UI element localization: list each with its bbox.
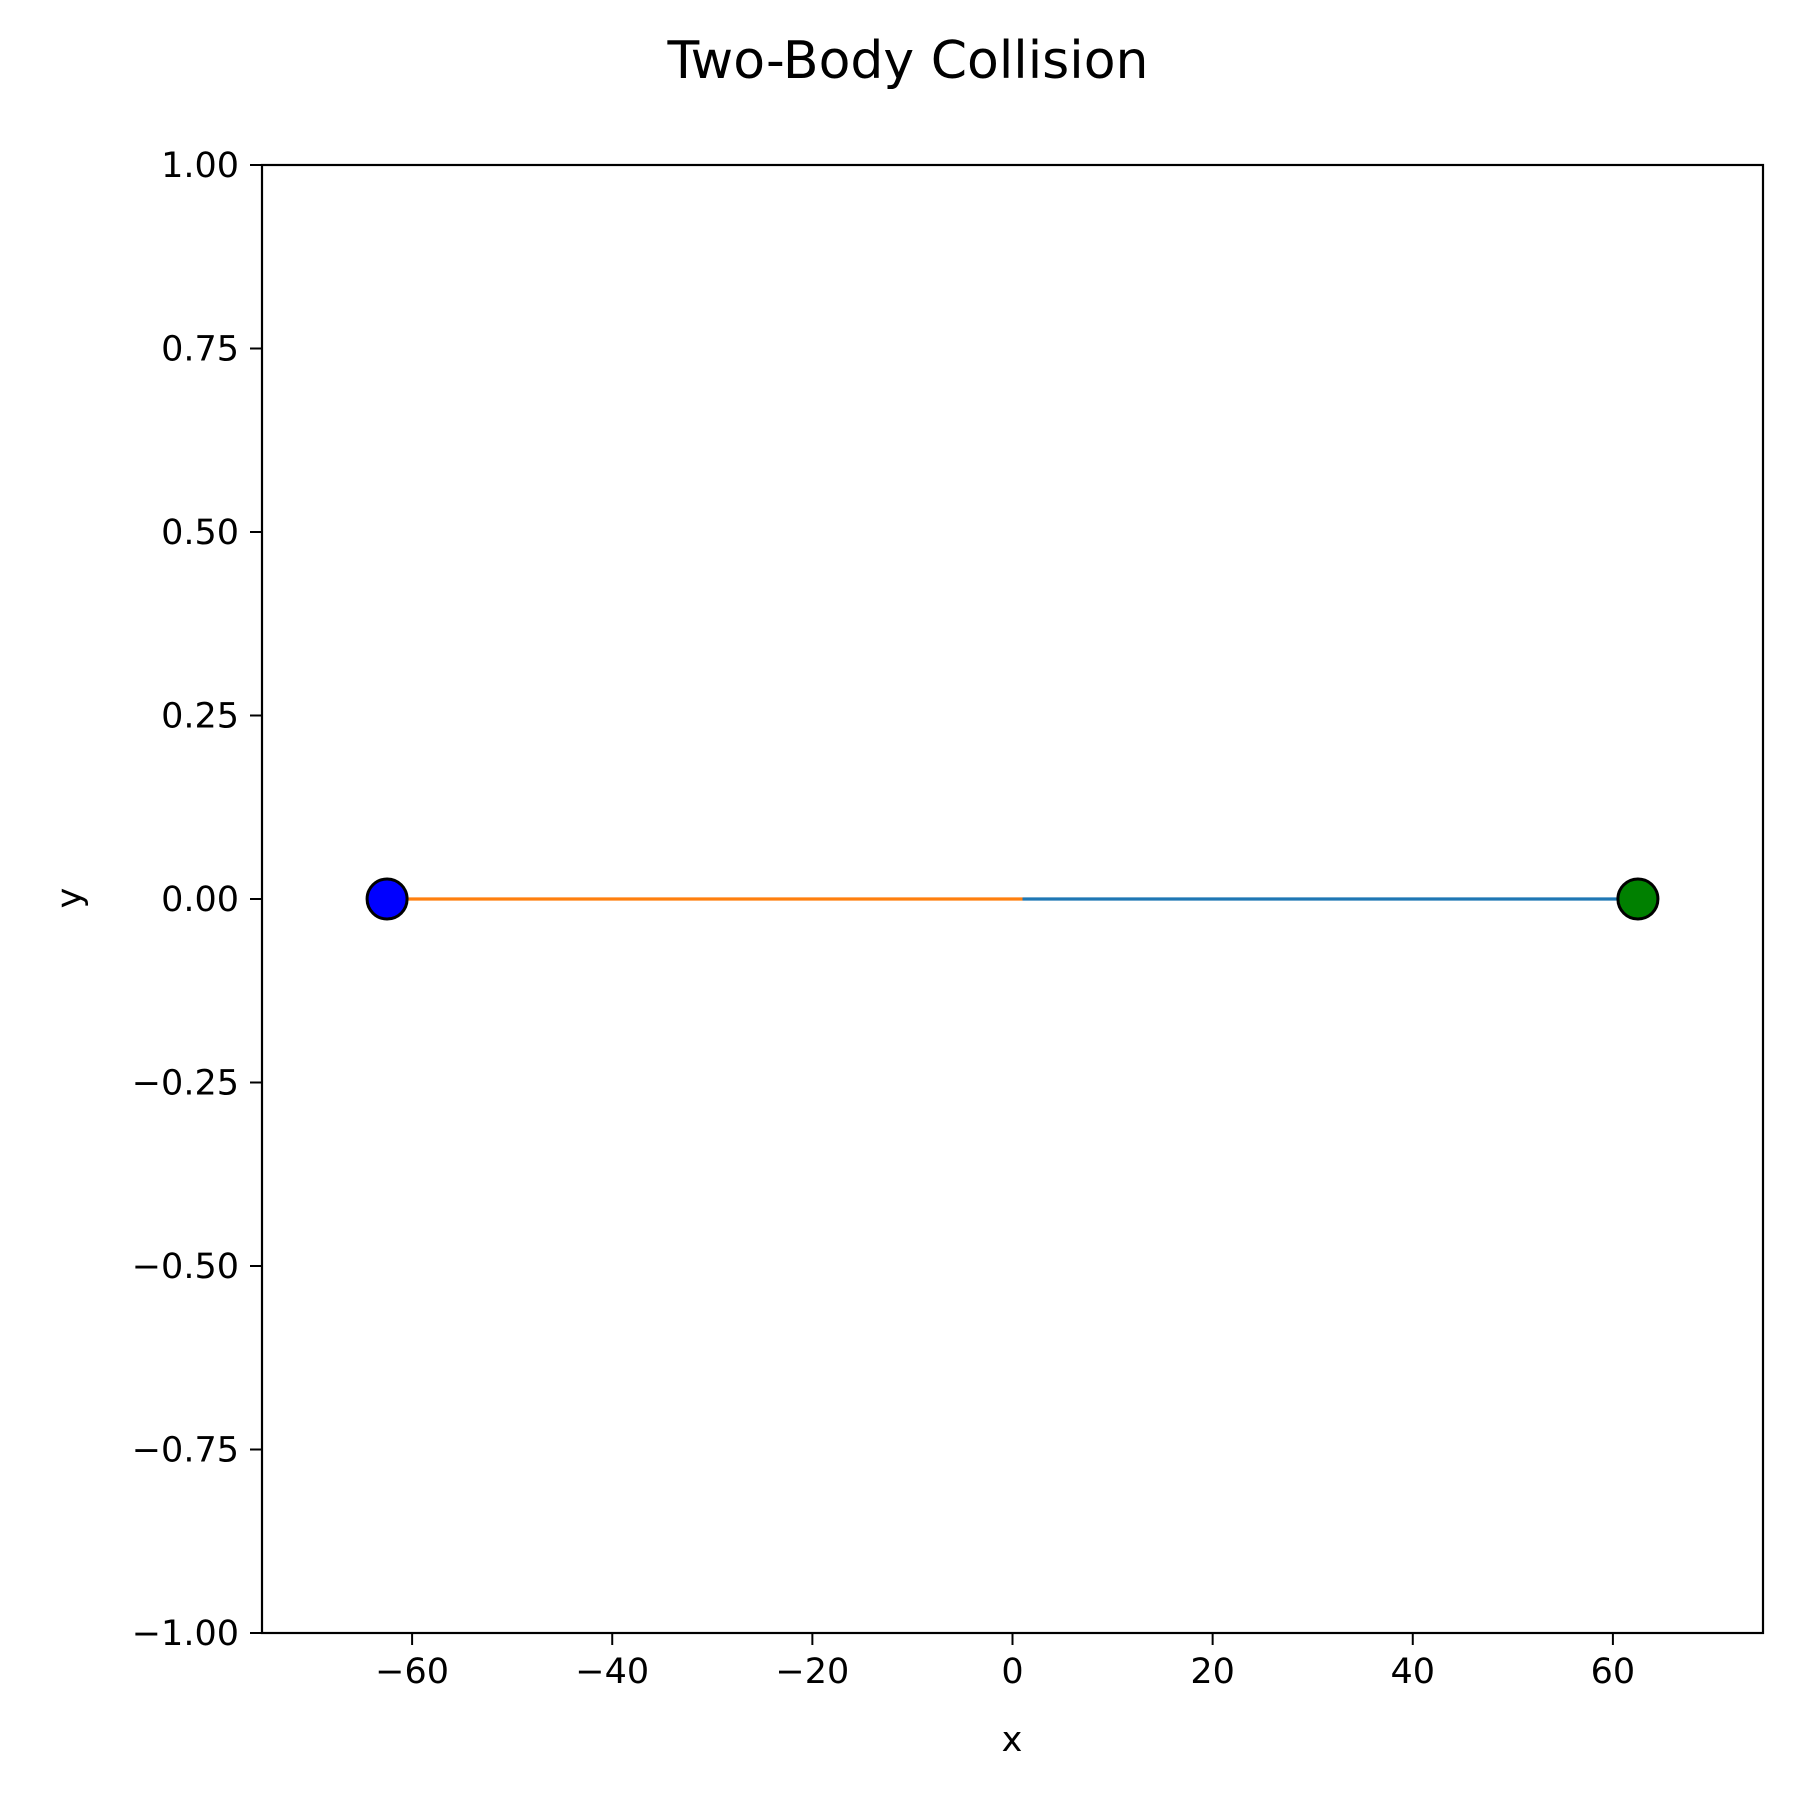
y-tick-label: −0.75 xyxy=(132,1431,239,1471)
y-tick-label: 0.75 xyxy=(161,330,239,370)
x-tick-label: −60 xyxy=(375,1652,449,1692)
x-tick-label: 40 xyxy=(1390,1652,1435,1692)
x-tick-label: 20 xyxy=(1190,1652,1235,1692)
x-axis-label: x xyxy=(1002,1720,1023,1760)
y-tick-label: 0.00 xyxy=(161,880,239,920)
body-marker-1 xyxy=(365,877,409,921)
chart-title: Two-Body Collision xyxy=(667,31,1149,91)
y-tick-label: 1.00 xyxy=(161,146,239,186)
y-tick-label: 0.50 xyxy=(161,513,239,553)
x-tick-label: 60 xyxy=(1591,1652,1636,1692)
y-tick-label: 0.25 xyxy=(161,697,239,737)
plot-area: −60 −40 −20 0 20 40 60 1.00 0.75 0.50 0.25 0.00 −0.2… xyxy=(132,146,1765,1692)
x-tick-label: 0 xyxy=(1001,1652,1023,1692)
x-tick-label: −40 xyxy=(575,1652,649,1692)
y-tick-label: −1.00 xyxy=(132,1614,239,1654)
body-marker-2 xyxy=(1616,877,1660,921)
y-axis-label: y xyxy=(50,888,90,909)
y-tick-label: −0.50 xyxy=(132,1247,239,1287)
y-tick-label: −0.25 xyxy=(132,1064,239,1104)
x-tick-label: −20 xyxy=(775,1652,849,1692)
